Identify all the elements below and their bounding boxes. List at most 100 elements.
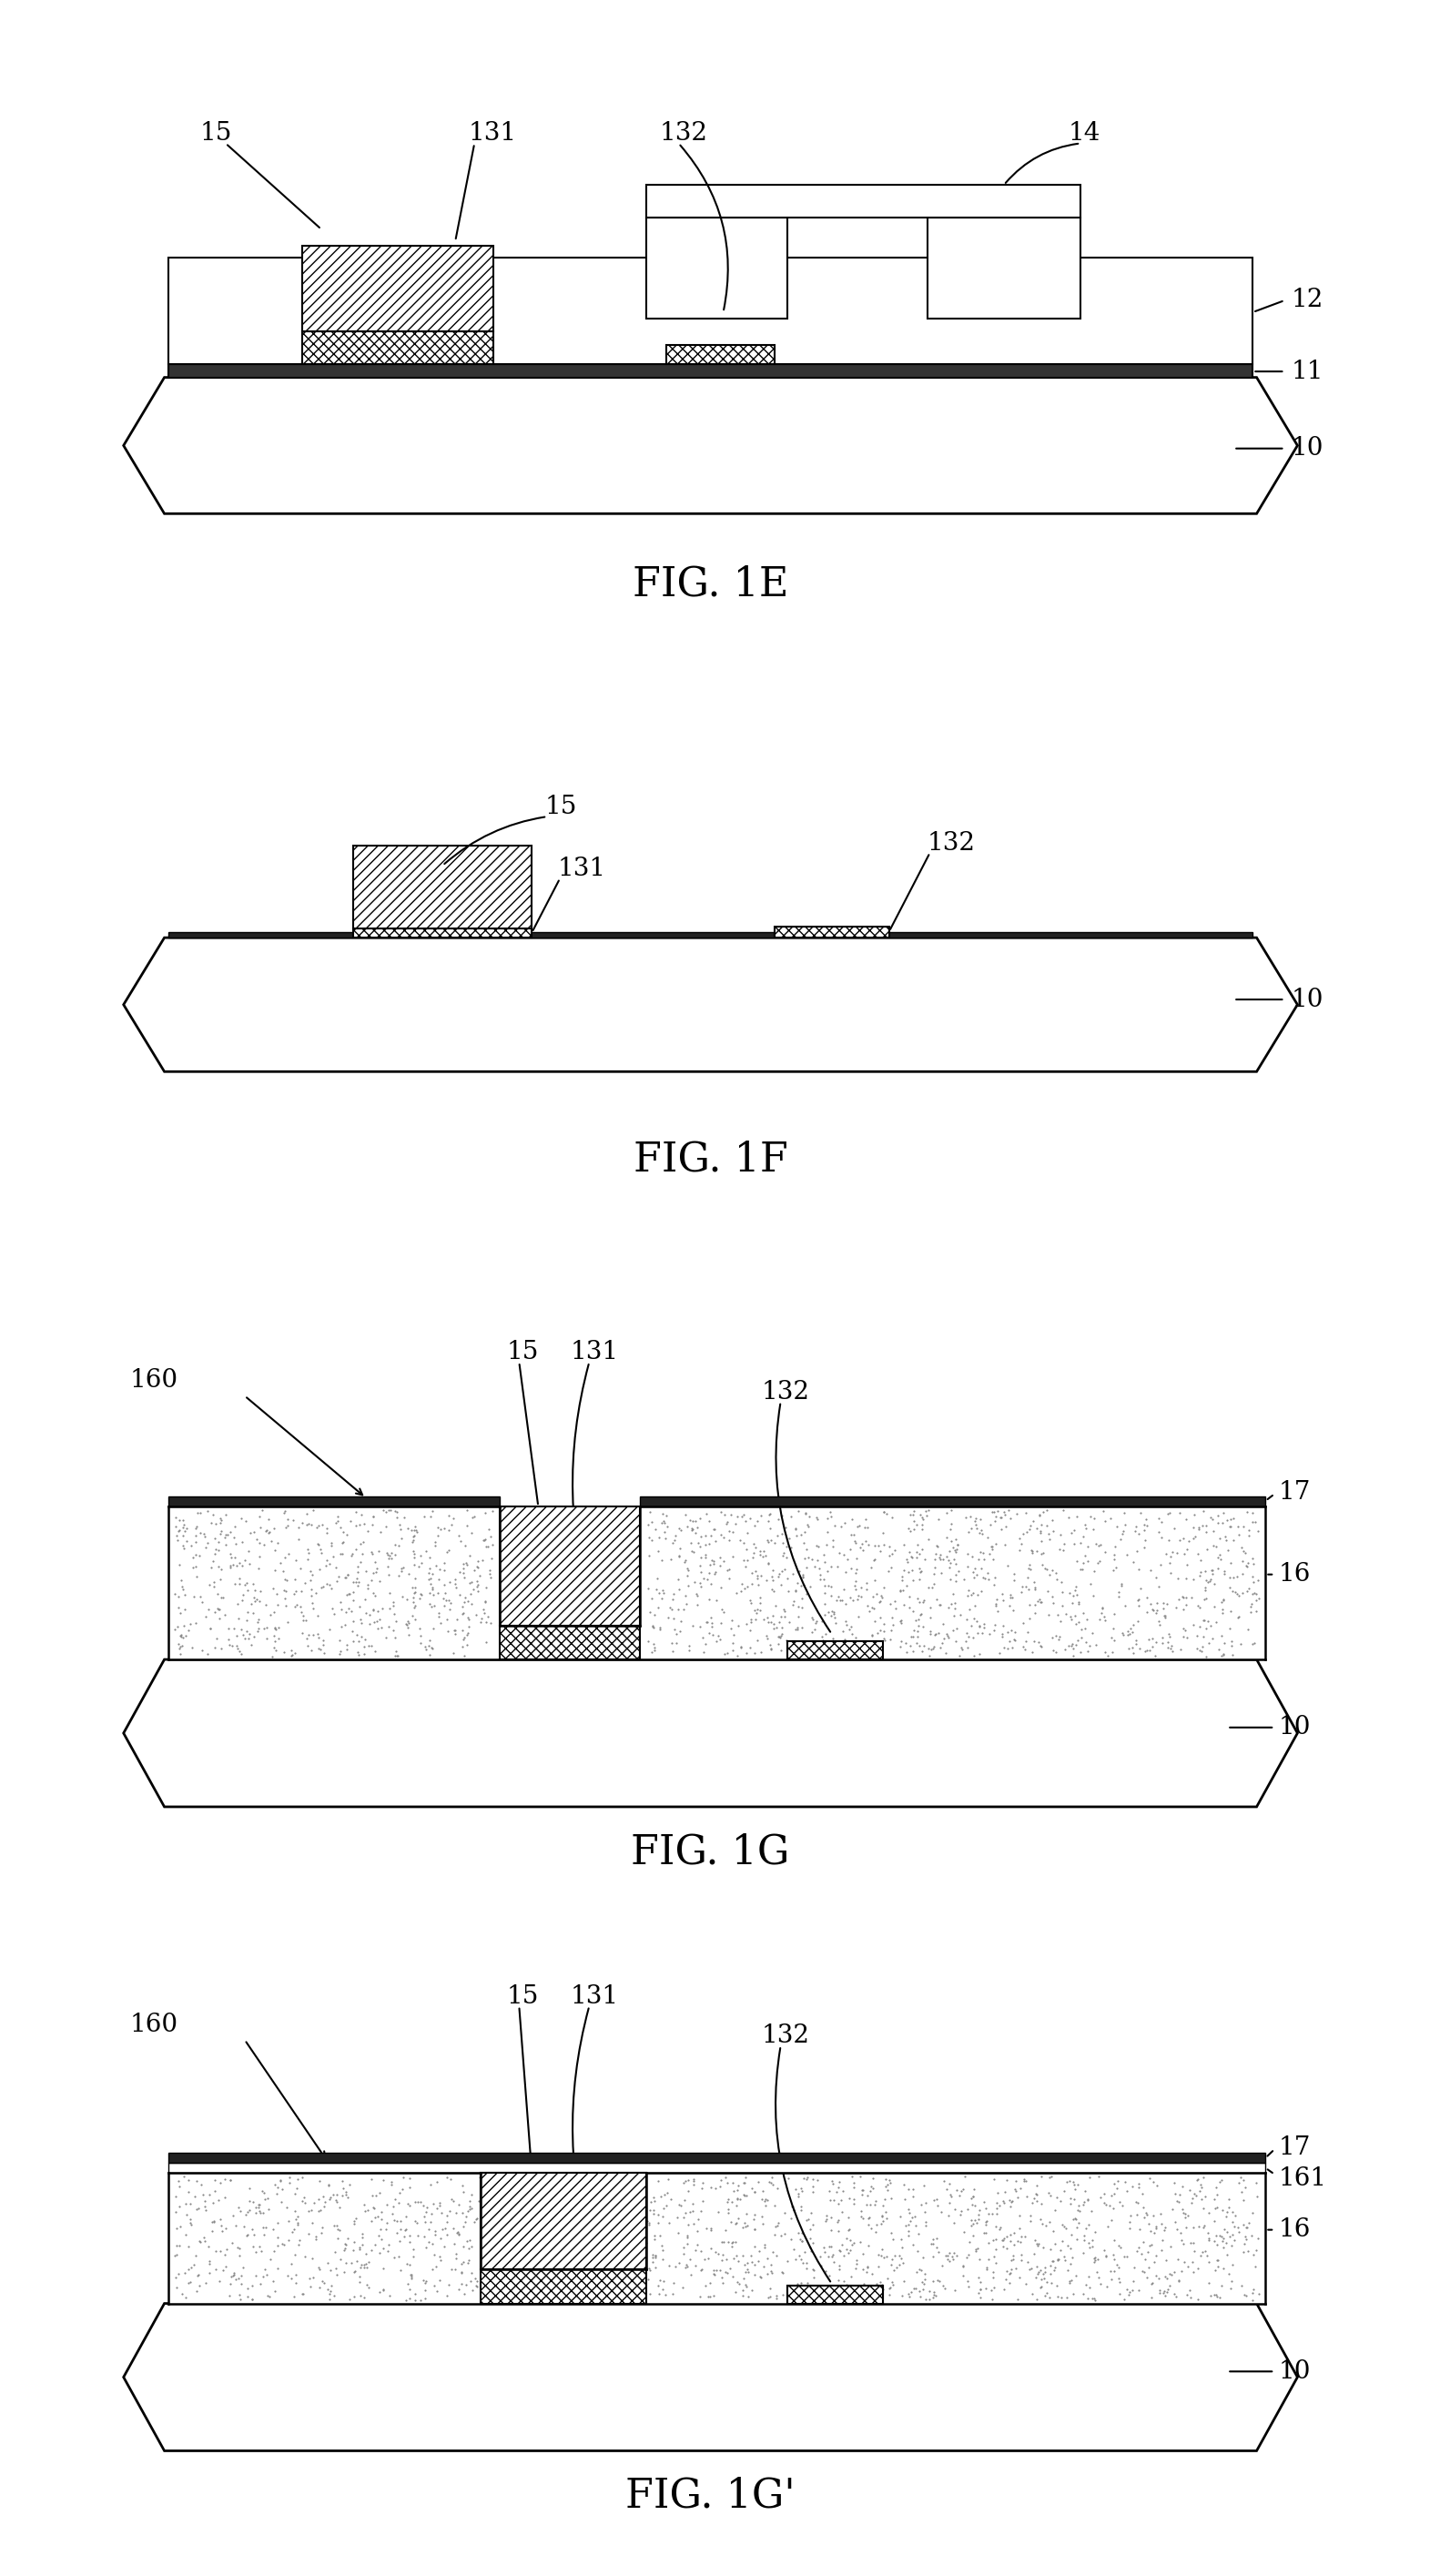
Point [700, 1597, 724, 1638]
Point [732, 2161, 755, 2202]
Point [848, 2156, 871, 2197]
Point [990, 1574, 1014, 1615]
Point [1076, 2179, 1099, 2221]
Point [1206, 1494, 1230, 1535]
Point [558, 2218, 581, 2259]
Point [651, 1499, 674, 1540]
Point [837, 2210, 860, 2251]
Point [828, 2231, 851, 2272]
Point [1161, 2190, 1185, 2231]
Point [271, 1551, 294, 1592]
Point [1160, 2226, 1183, 2267]
Point [927, 1613, 950, 1654]
Point [935, 1517, 958, 1558]
Point [1030, 2259, 1053, 2300]
Point [273, 1492, 296, 1533]
Point [871, 1525, 895, 1566]
Point [790, 1553, 813, 1595]
Point [615, 2164, 638, 2205]
Point [705, 1620, 728, 1662]
Point [1006, 2221, 1030, 2262]
Point [1069, 1522, 1092, 1564]
Point [1064, 2200, 1088, 2241]
Point [641, 1577, 664, 1618]
Point [210, 1548, 233, 1589]
Point [265, 2249, 289, 2290]
Point [879, 2161, 902, 2202]
Point [1002, 2236, 1025, 2277]
Point [367, 1530, 390, 1571]
Point [478, 1551, 502, 1592]
Point [1221, 1633, 1244, 1674]
Point [647, 2161, 670, 2202]
Point [1027, 2223, 1050, 2264]
Point [1019, 2200, 1043, 2241]
Point [829, 1631, 853, 1672]
Point [312, 2177, 335, 2218]
Point [822, 1592, 845, 1633]
Point [697, 1522, 721, 1564]
Point [1153, 1582, 1176, 1623]
Point [961, 2202, 985, 2244]
Point [750, 1556, 773, 1597]
Point [1014, 2215, 1037, 2257]
Point [335, 1625, 358, 1667]
Point [811, 1602, 834, 1643]
Point [290, 2275, 313, 2316]
Point [186, 1556, 209, 1597]
Point [1185, 2174, 1208, 2215]
Point [1182, 1605, 1205, 1646]
Point [209, 1558, 232, 1600]
Point [544, 2164, 567, 2205]
Point [348, 1504, 371, 1546]
Point [1147, 1566, 1170, 1607]
Point [454, 1577, 477, 1618]
Point [557, 2267, 580, 2308]
Point [1064, 1625, 1088, 1667]
Point [267, 1584, 290, 1625]
Point [219, 1548, 242, 1589]
Point [690, 1551, 713, 1592]
Point [732, 2259, 755, 2300]
Point [397, 1602, 420, 1643]
Point [403, 1600, 426, 1641]
Point [813, 1543, 837, 1584]
Point [283, 2190, 306, 2231]
Point [726, 1605, 750, 1646]
Point [1198, 2218, 1221, 2259]
Point [922, 2277, 945, 2318]
Point [953, 1558, 976, 1600]
Point [641, 2177, 664, 2218]
Point [1241, 2280, 1264, 2321]
Point [352, 2184, 376, 2226]
Point [207, 1597, 231, 1638]
Point [832, 2264, 856, 2306]
Point [548, 2166, 571, 2208]
Point [426, 1507, 449, 1548]
Point [1172, 1577, 1195, 1618]
Point [1141, 2161, 1164, 2202]
Point [471, 1520, 494, 1561]
Point [291, 1613, 315, 1654]
Point [360, 1558, 383, 1600]
Point [312, 1633, 335, 1674]
Point [419, 2164, 442, 2205]
Point [1202, 2179, 1225, 2221]
Point [742, 2226, 766, 2267]
Point [1111, 1564, 1134, 1605]
Point [709, 1602, 732, 1643]
Point [1127, 2269, 1150, 2311]
Point [982, 2221, 1005, 2262]
Point [822, 2267, 845, 2308]
Point [400, 2257, 423, 2298]
Point [360, 1625, 383, 1667]
Point [191, 2174, 215, 2215]
Point [1056, 2249, 1079, 2290]
Point [167, 2159, 190, 2200]
Point [541, 2241, 564, 2282]
Point [995, 2159, 1018, 2200]
Point [884, 2246, 908, 2287]
Point [658, 2202, 681, 2244]
Point [460, 1512, 483, 1553]
Point [792, 2280, 815, 2321]
